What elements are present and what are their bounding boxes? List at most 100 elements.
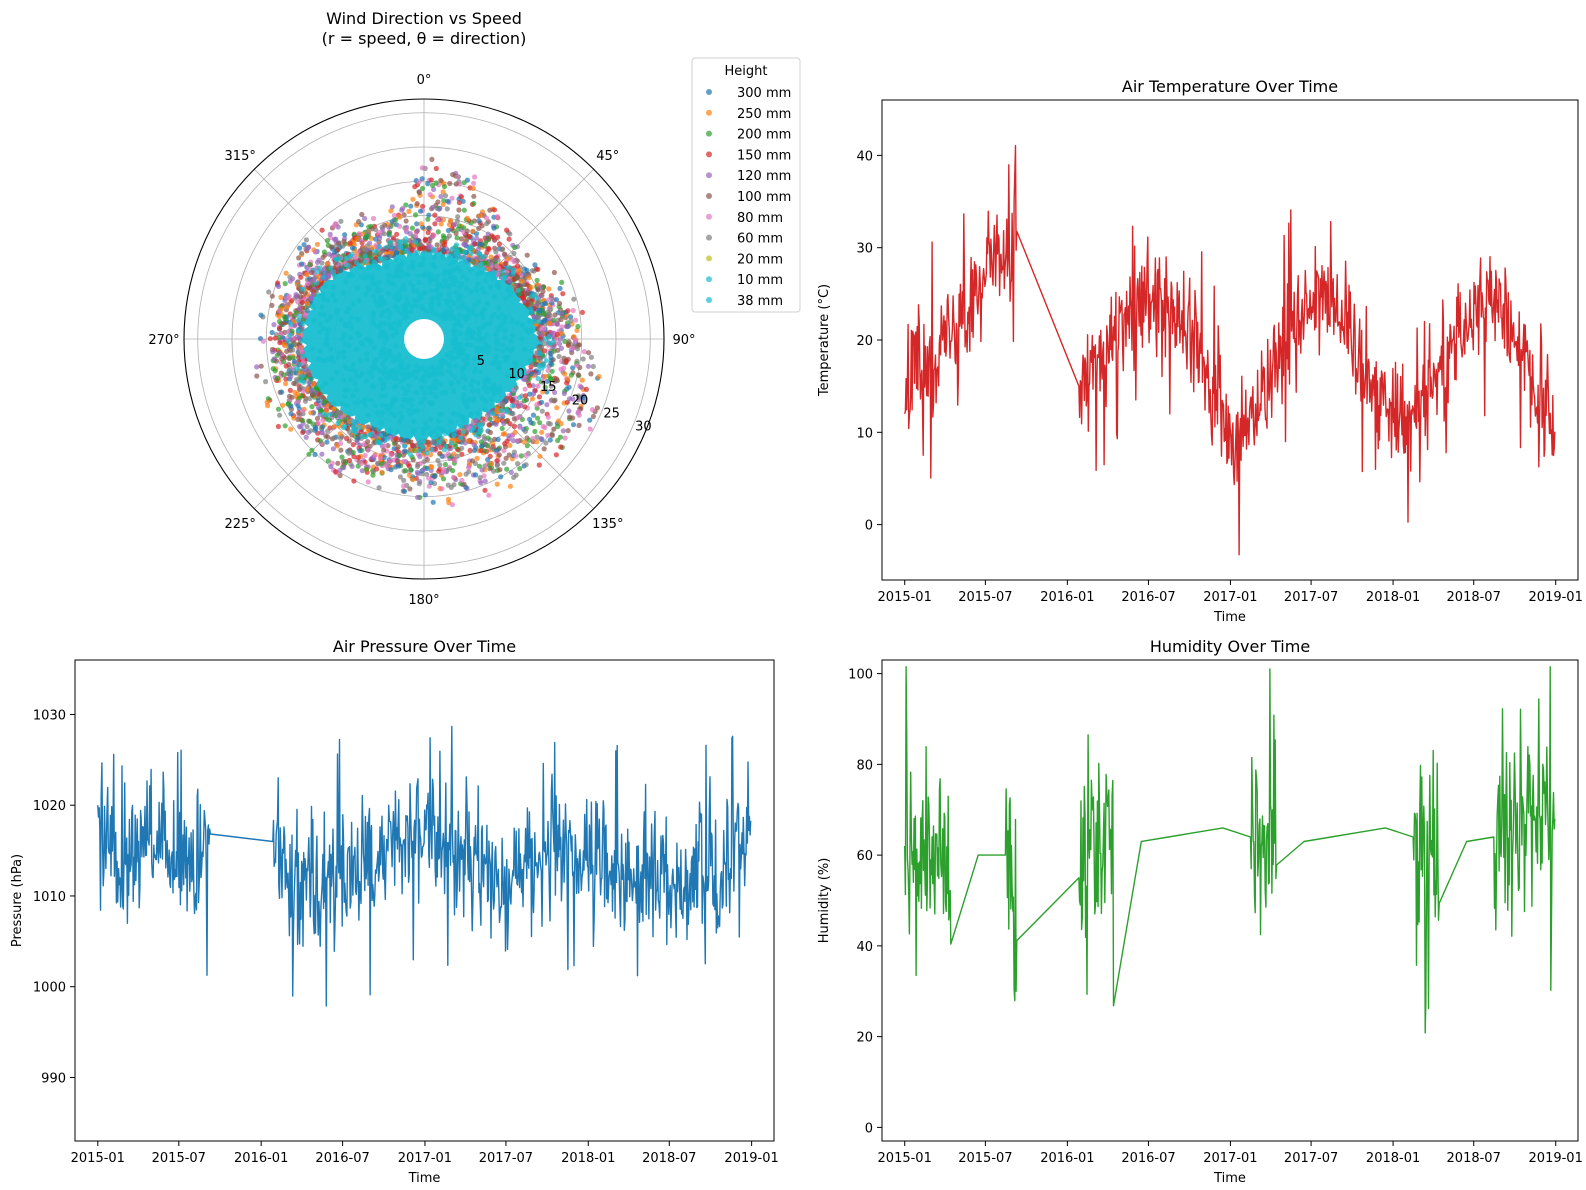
wind-point xyxy=(425,229,431,236)
wind-point xyxy=(472,447,478,453)
wind-point xyxy=(431,254,437,260)
wind-point xyxy=(558,316,564,323)
wind-point xyxy=(479,443,485,449)
x-tick-label: 2015-01 xyxy=(878,1151,932,1166)
wind-point xyxy=(440,247,446,253)
wind-point xyxy=(475,246,481,252)
x-tick-label: 2018-01 xyxy=(561,1151,615,1166)
wind-point xyxy=(420,272,426,278)
wind-point xyxy=(499,342,505,348)
wind-point xyxy=(539,399,545,405)
wind-point xyxy=(457,472,463,478)
wind-point xyxy=(421,396,427,402)
wind-point xyxy=(351,478,357,484)
legend-entry: 250 mm xyxy=(737,107,791,122)
wind-point xyxy=(408,203,414,209)
wind-point xyxy=(491,275,497,281)
wind-point xyxy=(357,358,363,364)
wind-point xyxy=(546,313,552,319)
wind-point xyxy=(384,436,390,442)
wind-point xyxy=(282,316,288,322)
wind-point xyxy=(344,365,350,372)
wind-point xyxy=(291,415,297,421)
wind-point xyxy=(564,324,570,330)
wind-point xyxy=(354,316,360,322)
wind-point xyxy=(283,376,289,382)
wind-point xyxy=(429,307,435,313)
wind-point xyxy=(546,286,552,292)
wind-point xyxy=(552,312,558,318)
wind-point xyxy=(482,478,488,484)
wind-point xyxy=(332,272,338,279)
wind-point xyxy=(370,314,376,320)
wind-point xyxy=(378,376,384,382)
wind-point xyxy=(378,320,384,326)
wind-point xyxy=(416,189,422,196)
wind-point xyxy=(453,289,459,295)
wind-point xyxy=(449,356,455,362)
wind-point xyxy=(450,388,457,394)
wind-point xyxy=(470,228,476,234)
wind-point xyxy=(566,339,572,345)
wind-point xyxy=(374,288,380,294)
wind-point xyxy=(494,447,500,453)
wind-point xyxy=(427,278,433,284)
wind-point xyxy=(554,321,560,327)
wind-point xyxy=(502,335,508,341)
wind-point xyxy=(472,302,478,308)
wind-point xyxy=(467,447,473,454)
wind-point xyxy=(458,236,464,242)
wind-point xyxy=(392,256,398,262)
wind-point xyxy=(388,208,394,214)
wind-point xyxy=(485,266,491,272)
wind-point xyxy=(535,287,541,293)
wind-point xyxy=(302,398,308,404)
wind-point xyxy=(362,253,368,259)
wind-point xyxy=(466,397,472,403)
wind-point xyxy=(423,369,429,375)
wind-point xyxy=(373,364,379,371)
wind-point xyxy=(436,206,442,212)
wind-point xyxy=(502,354,508,360)
wind-point xyxy=(354,440,360,446)
wind-point xyxy=(376,333,383,339)
wind-point xyxy=(289,394,295,400)
wind-point xyxy=(317,329,323,335)
wind-point xyxy=(356,425,362,431)
wind-point xyxy=(510,372,517,378)
wind-point xyxy=(342,341,348,347)
theta-tick-label: 180° xyxy=(408,593,439,608)
wind-point xyxy=(506,264,512,270)
wind-point xyxy=(297,245,303,251)
wind-point xyxy=(556,353,562,360)
wind-point xyxy=(404,367,410,373)
wind-point xyxy=(365,439,371,445)
r-tick-label: 30 xyxy=(635,420,652,435)
x-tick-label: 2017-01 xyxy=(1203,590,1257,605)
wind-point xyxy=(398,245,404,251)
x-tick-label: 2019-01 xyxy=(724,1151,778,1166)
wind-point xyxy=(553,297,560,303)
wind-point xyxy=(475,281,481,287)
wind-point xyxy=(461,225,467,231)
wind-point xyxy=(293,376,300,383)
wind-point xyxy=(350,393,356,399)
wind-point xyxy=(538,436,544,442)
wind-point xyxy=(484,332,490,338)
wind-point xyxy=(570,345,576,351)
wind-point xyxy=(420,305,426,311)
wind-point xyxy=(429,302,435,308)
wind-point xyxy=(524,282,530,288)
wind-point xyxy=(475,411,481,417)
wind-point xyxy=(456,312,462,318)
wind-point xyxy=(460,313,466,319)
wind-point xyxy=(507,231,513,237)
wind-point xyxy=(450,172,456,178)
wind-point xyxy=(383,244,390,250)
wind-point xyxy=(299,250,305,256)
wind-point xyxy=(312,451,318,458)
wind-point xyxy=(335,460,341,466)
wind-point xyxy=(437,466,443,472)
wind-point xyxy=(456,379,462,385)
wind-point xyxy=(368,339,374,345)
